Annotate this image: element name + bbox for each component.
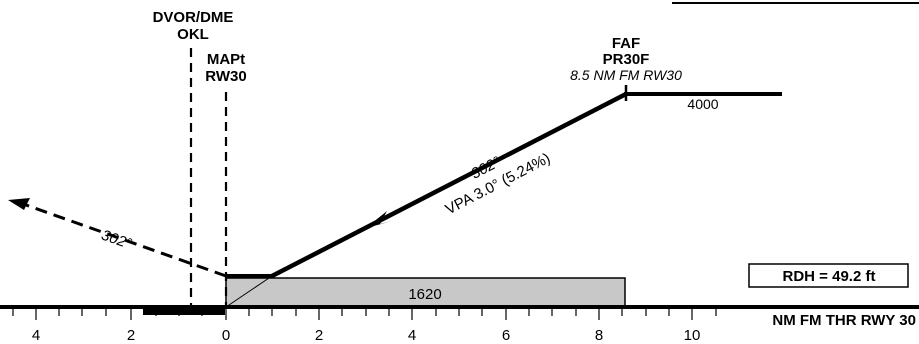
axis-title: NM FM THR RWY 30 (772, 312, 916, 329)
faf-id: PR30F (603, 51, 650, 68)
faf-type: FAF (612, 35, 640, 52)
vor-id: OKL (177, 26, 209, 43)
mapt-type: MAPt (207, 51, 245, 68)
final-descent-path (270, 91, 628, 279)
tick-label: 2 (127, 327, 135, 344)
rdh-box (748, 263, 909, 288)
axis-tick-labels: 4 2 0 2 4 6 8 10 (32, 327, 701, 344)
faf-altitude: 4000 (687, 96, 718, 112)
tick-label: 6 (502, 327, 510, 344)
tick-label: 4 (32, 327, 40, 344)
msa-box-value: 1620 (408, 286, 441, 303)
tick-label: 0 (222, 327, 230, 344)
vor-type: DVOR/DME (153, 9, 234, 26)
faf-distance-note: 8.5 NM FM RW30 (570, 67, 682, 83)
rdh-value: RDH = 49.2 ft (783, 268, 876, 285)
tick-label: 8 (595, 327, 603, 344)
tick-label: 2 (315, 327, 323, 344)
missed-approach-path (25, 203, 227, 278)
tick-label: 4 (408, 327, 416, 344)
runway-bar (143, 307, 225, 315)
glidepath-thin-line (225, 275, 273, 308)
mapt-id: RW30 (205, 68, 246, 85)
missed-approach-arrow-icon (8, 198, 30, 210)
descent-arrow-icon (366, 211, 392, 228)
axis-ticks (12, 309, 717, 320)
tick-label: 10 (684, 327, 701, 344)
missed-approach-course: 302° (99, 227, 134, 253)
